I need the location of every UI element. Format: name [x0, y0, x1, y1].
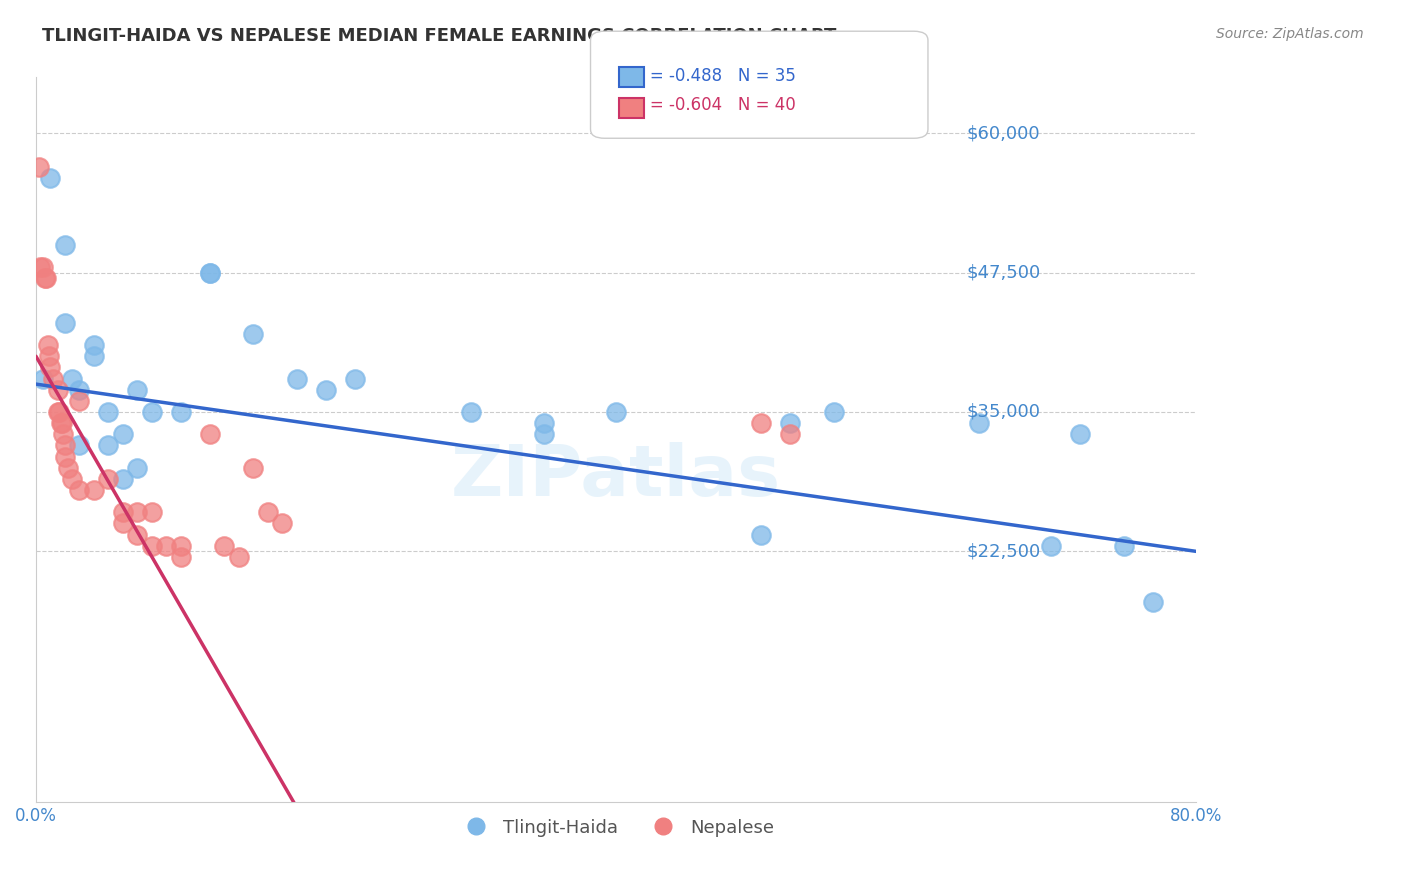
Point [967, 416, 990, 430]
Point [52, 427, 75, 442]
Point [42, 371, 65, 385]
Point [51, 416, 73, 430]
Text: R = -0.488   N = 35: R = -0.488 N = 35 [633, 67, 796, 85]
Point [242, 460, 264, 475]
Point [46, 383, 69, 397]
Point [38, 349, 60, 363]
Point [32, 260, 55, 274]
Point [533, 416, 555, 430]
Point [53, 316, 76, 330]
Point [315, 383, 337, 397]
Point [97, 472, 120, 486]
Point [46, 405, 69, 419]
Text: TLINGIT-HAIDA VS NEPALESE MEDIAN FEMALE EARNINGS CORRELATION CHART: TLINGIT-HAIDA VS NEPALESE MEDIAN FEMALE … [42, 27, 837, 45]
Point [69, 483, 91, 497]
Point [111, 505, 134, 519]
Point [343, 371, 366, 385]
Point [170, 405, 193, 419]
Point [53, 237, 76, 252]
Point [1040, 539, 1063, 553]
Point [56, 460, 79, 475]
Point [83, 483, 105, 497]
Point [198, 266, 221, 280]
Point [170, 549, 193, 564]
Point [170, 539, 193, 553]
Point [39, 170, 62, 185]
Point [53, 438, 76, 452]
Point [1112, 539, 1135, 553]
Legend: Tlingit-Haida, Nepalese: Tlingit-Haida, Nepalese [450, 812, 782, 844]
Point [141, 405, 163, 419]
Point [97, 405, 120, 419]
Text: $35,000: $35,000 [966, 403, 1040, 421]
Point [69, 393, 91, 408]
Point [1069, 427, 1091, 442]
Point [779, 427, 801, 442]
Point [37, 338, 59, 352]
Point [111, 472, 134, 486]
Point [127, 383, 149, 397]
Point [53, 450, 76, 464]
Point [127, 527, 149, 541]
Point [228, 549, 250, 564]
Point [39, 360, 62, 375]
Point [533, 427, 555, 442]
Point [141, 505, 163, 519]
Point [111, 427, 134, 442]
Point [1142, 594, 1164, 608]
Point [127, 460, 149, 475]
Point [285, 371, 308, 385]
Text: $47,500: $47,500 [966, 264, 1040, 282]
Point [127, 505, 149, 519]
Point [83, 338, 105, 352]
Text: Source: ZipAtlas.com: Source: ZipAtlas.com [1216, 27, 1364, 41]
Point [214, 539, 236, 553]
Point [111, 516, 134, 531]
Point [97, 438, 120, 452]
Point [271, 516, 294, 531]
Point [69, 383, 91, 397]
Point [823, 405, 845, 419]
Point [48, 405, 70, 419]
Point [34, 271, 56, 285]
Point [460, 405, 482, 419]
Point [60, 371, 83, 385]
Text: $60,000: $60,000 [966, 124, 1040, 142]
Text: R = -0.604   N = 40: R = -0.604 N = 40 [633, 96, 796, 114]
Point [198, 427, 221, 442]
Point [257, 505, 280, 519]
Point [69, 438, 91, 452]
Point [32, 371, 55, 385]
Point [605, 405, 627, 419]
Point [35, 271, 58, 285]
Point [49, 416, 72, 430]
Point [28, 160, 51, 174]
Point [83, 349, 105, 363]
Point [30, 260, 52, 274]
Point [779, 416, 801, 430]
Text: $22,500: $22,500 [966, 542, 1040, 560]
Point [60, 472, 83, 486]
Point [749, 527, 772, 541]
Text: ZIPatlas: ZIPatlas [451, 442, 782, 510]
Point [155, 539, 177, 553]
Point [749, 416, 772, 430]
Point [242, 326, 264, 341]
Point [198, 266, 221, 280]
Point [141, 539, 163, 553]
